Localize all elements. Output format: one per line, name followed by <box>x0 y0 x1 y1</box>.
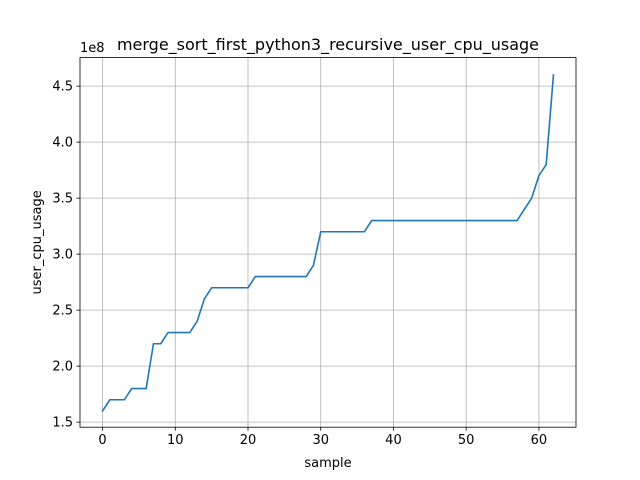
y-tick-label: 4.5 <box>52 80 73 95</box>
y-offset-label: 1e8 <box>80 41 105 56</box>
plot-frame <box>79 57 577 428</box>
x-tick-label: 30 <box>312 433 329 448</box>
y-tick-label: 2.5 <box>52 304 73 319</box>
x-axis: 0 10 20 30 40 50 60 <box>98 427 547 448</box>
series-layer <box>101 74 555 413</box>
y-axis: 1.5 2.0 2.5 3.0 3.5 4.0 4.5 <box>52 80 80 431</box>
y-tick-label: 2.0 <box>52 360 73 375</box>
x-tick-label: 40 <box>385 433 402 448</box>
chart-title: merge_sort_first_python3_recursive_user_… <box>117 35 539 55</box>
x-axis-label: sample <box>304 456 351 471</box>
x-tick-label: 50 <box>458 433 475 448</box>
grid <box>80 57 576 428</box>
x-tick-label: 10 <box>167 433 184 448</box>
x-tick-label: 0 <box>98 433 106 448</box>
series-line <box>101 74 555 413</box>
y-axis-label: user_cpu_usage <box>30 190 45 294</box>
y-tick-label: 1.5 <box>52 416 73 431</box>
y-tick-label: 4.0 <box>52 136 73 151</box>
y-tick-label: 3.5 <box>52 192 73 207</box>
x-tick-label: 20 <box>240 433 257 448</box>
y-tick-label: 3.0 <box>52 248 73 263</box>
x-tick-label: 60 <box>531 433 548 448</box>
